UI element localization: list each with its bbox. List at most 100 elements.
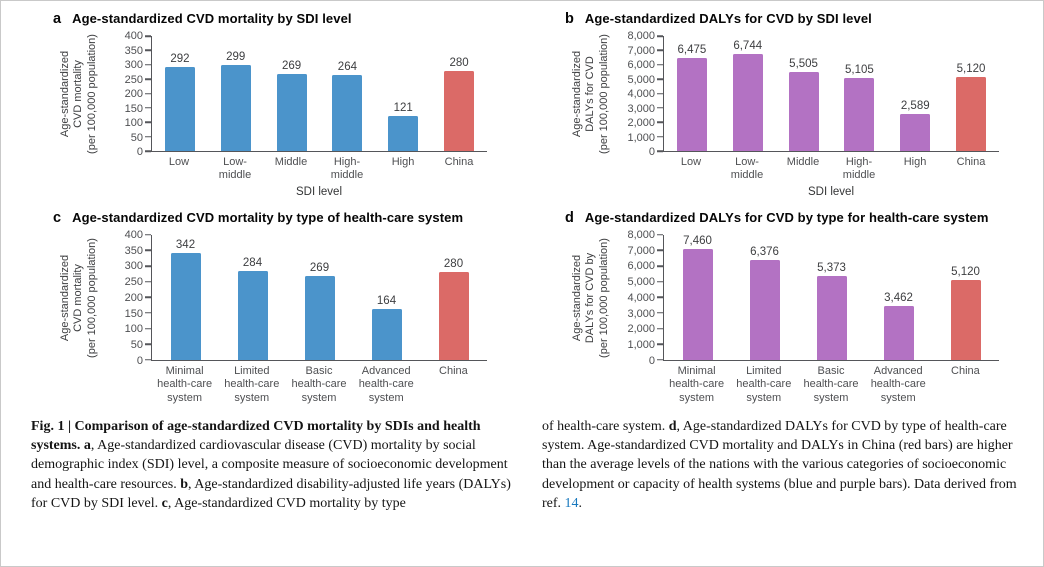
bar-value-label: 5,105 bbox=[845, 63, 874, 76]
caption-segment: b bbox=[180, 476, 189, 492]
x-tick-label: Low-middle bbox=[218, 156, 252, 182]
y-tick-mark bbox=[657, 35, 663, 37]
y-tick-mark bbox=[145, 78, 151, 80]
panel-c-header: c Age-standardized CVD mortality by type… bbox=[53, 210, 565, 226]
x-tick-label: Basic health-care system bbox=[291, 364, 347, 404]
bar bbox=[900, 113, 931, 151]
y-tick-mark bbox=[145, 265, 151, 267]
bar-value-label: 299 bbox=[226, 51, 246, 64]
panel-c-y-axis-ticks: 400 350 300 250 200 150 100 50 0 bbox=[105, 229, 151, 367]
x-tick-label: Low bbox=[680, 156, 702, 168]
caption-segment: a bbox=[83, 438, 91, 454]
y-tick-label: 7,000 bbox=[627, 44, 655, 57]
bar bbox=[788, 71, 819, 151]
panel-b-y-axis-ticks: 8,000 7,000 6,000 5,000 4,000 3,000 2,000 1,000… bbox=[617, 30, 663, 158]
y-tick-mark bbox=[145, 150, 151, 152]
bar-value-label: 5,373 bbox=[817, 261, 846, 274]
y-tick-mark bbox=[145, 359, 151, 361]
bar-slot: 280 bbox=[431, 36, 487, 151]
bar bbox=[883, 305, 914, 360]
panel-d-plot-area: 7,460 6,376 5,373 3,462 5,120 bbox=[657, 234, 999, 361]
y-tick-mark bbox=[657, 121, 663, 123]
panel-d-title: Age-standardized DALYs for CVD by type f… bbox=[584, 209, 989, 225]
panel-a-y-axis-ticks: 400 350 300 250 200 150 100 50 0 bbox=[105, 30, 151, 158]
panel-a-x-axis-ticks: Low Low-middle Middle High-middle High China bbox=[151, 156, 487, 183]
bar-value-label: 6,744 bbox=[733, 40, 763, 53]
y-tick-label: 300 bbox=[124, 59, 143, 71]
panel-d-y-axis-ticks: 8,000 7,000 6,000 5,000 4,000 3,000 2,000 1,000… bbox=[617, 229, 663, 367]
panel-c-letter: c bbox=[53, 209, 62, 226]
y-tick-label: 3,000 bbox=[627, 307, 655, 320]
panel-c-plot-column: 342 284 269 164 280 Minimal health-care system… bbox=[145, 234, 487, 405]
panel-d-chart: Age-standardized DALYs for CVD by (per 100… bbox=[565, 229, 1043, 405]
caption-right-column: of health-care system. d, Age-standardiz… bbox=[542, 417, 1029, 513]
bar-value-label: 2,589 bbox=[900, 99, 930, 112]
bar bbox=[844, 77, 875, 151]
bar-slot: 6,744 bbox=[720, 36, 776, 151]
panel-d-bars: 7,460 6,376 5,373 3,462 5,120 bbox=[664, 235, 999, 360]
y-tick-mark bbox=[145, 312, 151, 314]
bar bbox=[444, 70, 475, 151]
panel-a-chart: Age-standardized CVD mortality (per 100,00… bbox=[53, 30, 565, 198]
x-tick-label: Minimal health-care system bbox=[669, 364, 725, 404]
y-tick-mark bbox=[145, 64, 151, 66]
bar-value-label: 269 bbox=[281, 59, 302, 72]
bar-value-label: 284 bbox=[242, 257, 263, 270]
x-tick-label: China bbox=[444, 156, 474, 168]
panel-c-plot-area: 342 284 269 164 280 bbox=[145, 234, 487, 361]
x-tick-label: Basic health-care system bbox=[803, 364, 859, 404]
y-tick-mark bbox=[657, 49, 663, 52]
x-tick-label: High-middle bbox=[330, 156, 364, 182]
y-tick-mark bbox=[145, 249, 151, 252]
bar-slot: 164 bbox=[353, 235, 420, 360]
y-axis-label-text: Age-standardized DALYs for CVD (per 100,00… bbox=[570, 34, 610, 154]
panel-a-plot-area: 292 299 269 264 121 280 bbox=[145, 35, 487, 152]
panel-b-x-axis-ticks: Low Low-middle Middle High-middle High China bbox=[663, 156, 999, 183]
bar bbox=[237, 271, 268, 360]
bar bbox=[164, 67, 195, 151]
y-tick-mark bbox=[145, 234, 151, 236]
panel-b-x-axis-title: SDI level bbox=[807, 185, 855, 198]
panel-d: d Age-standardized DALYs for CVD by type… bbox=[565, 208, 1043, 405]
panel-b-y-axis-label: Age-standardized DALYs for CVD (per 100,00… bbox=[565, 34, 617, 154]
y-tick-mark bbox=[657, 296, 663, 299]
panel-d-plot-column: 7,460 6,376 5,373 3,462 5,120 Minimal health-… bbox=[657, 234, 999, 405]
reference-link[interactable]: 14 bbox=[564, 495, 579, 511]
y-tick-label: 50 bbox=[130, 131, 143, 144]
caption-segment: c bbox=[161, 495, 168, 511]
panel-a-title: Age-standardized CVD mortality by SDI le… bbox=[72, 11, 352, 26]
y-tick-label: 2,000 bbox=[627, 323, 655, 336]
panel-a-plot-column: 292 299 269 264 121 280 Low Low-middle Middle Hi… bbox=[145, 35, 487, 198]
panel-a: a Age-standardized CVD mortality by SDI … bbox=[53, 9, 565, 198]
y-tick-mark bbox=[145, 121, 151, 123]
bar bbox=[682, 248, 713, 360]
panel-d-x-axis-ticks: Minimal health-care system Limited health-ca… bbox=[663, 365, 999, 405]
y-tick-label: 250 bbox=[124, 276, 143, 289]
panel-a-x-axis-title: SDI level bbox=[295, 185, 343, 198]
bar-value-label: 280 bbox=[449, 56, 469, 69]
y-tick-mark bbox=[657, 249, 663, 252]
bar-value-label: 280 bbox=[443, 258, 464, 271]
y-tick-label: 0 bbox=[648, 354, 655, 367]
y-tick-mark bbox=[145, 92, 151, 95]
x-tick-label: Low-middle bbox=[730, 156, 764, 182]
bar-slot: 342 bbox=[152, 235, 219, 360]
bar-slot: 264 bbox=[319, 36, 375, 151]
caption-segment: , Age-standardized CVD mortality by type bbox=[167, 495, 406, 511]
panel-a-letter: a bbox=[53, 11, 62, 27]
x-tick-label: Limited health-care system bbox=[736, 364, 792, 404]
x-tick-label: High bbox=[391, 156, 415, 168]
y-tick-mark bbox=[657, 78, 663, 80]
panel-b: b Age-standardized DALYs for CVD by SDI … bbox=[565, 9, 1043, 198]
panel-c-bars: 342 284 269 164 280 bbox=[152, 235, 487, 360]
y-tick-mark bbox=[145, 35, 151, 37]
bar-value-label: 7,460 bbox=[683, 234, 712, 247]
bar-slot: 280 bbox=[420, 235, 487, 360]
x-tick-label: High-middle bbox=[842, 156, 876, 182]
y-tick-mark bbox=[145, 49, 151, 52]
x-tick-label: China bbox=[439, 364, 468, 377]
y-tick-label: 0 bbox=[648, 146, 655, 158]
panel-c-y-axis-label: Age-standardized CVD mortality (per 100,00… bbox=[53, 235, 105, 361]
y-tick-label: 100 bbox=[124, 323, 143, 336]
